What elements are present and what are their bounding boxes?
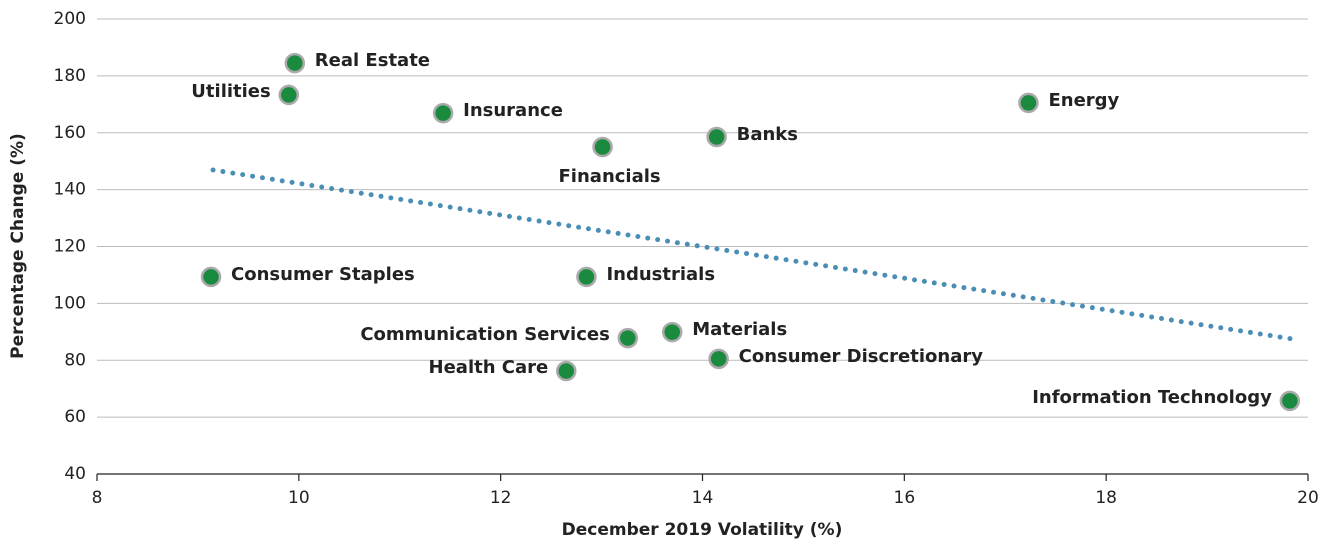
point-label: Utilities: [191, 81, 270, 102]
point-label: Financials: [559, 166, 661, 187]
point-label: Consumer Staples: [231, 264, 415, 285]
point: [200, 266, 222, 288]
x-tick-label: 16: [894, 488, 916, 508]
x-tick-label: 18: [1095, 488, 1117, 508]
point: [432, 102, 454, 124]
y-tick-label: 60: [64, 407, 86, 427]
x-axis-title: December 2019 Volatility (%): [562, 520, 843, 540]
point: [556, 360, 577, 382]
point: [278, 84, 299, 106]
point-label: Industrials: [606, 264, 715, 285]
point: [592, 136, 613, 158]
x-tick-label: 8: [92, 488, 103, 508]
point-label: Insurance: [463, 100, 563, 121]
y-tick-label: 140: [54, 180, 86, 200]
point: [661, 321, 683, 343]
x-tick-label: 20: [1297, 488, 1319, 508]
point: [708, 348, 729, 370]
point: [1279, 390, 1301, 412]
y-tick-label: 100: [54, 293, 86, 313]
point-label: Energy: [1048, 90, 1119, 111]
point: [706, 126, 727, 148]
trendline: [210, 167, 1295, 342]
point-label: Communication Services: [360, 324, 609, 345]
point-label: Consumer Discretionary: [739, 346, 984, 367]
point: [617, 327, 639, 349]
y-tick-label: 120: [54, 237, 86, 257]
y-tick-label: 40: [64, 464, 86, 484]
point-label: Materials: [692, 319, 787, 340]
point-label: Health Care: [429, 357, 549, 378]
y-tick-label: 180: [54, 66, 86, 86]
y-tick-label: 80: [64, 350, 86, 370]
y-axis-title: Percentage Change (%): [8, 133, 28, 359]
point: [576, 266, 597, 288]
point: [1018, 92, 1039, 114]
x-tick-label: 10: [288, 488, 310, 508]
y-tick-label: 160: [54, 123, 86, 143]
y-tick-label: 200: [54, 9, 86, 29]
x-tick-label: 12: [490, 488, 512, 508]
point-label: Banks: [737, 124, 798, 145]
point-label: Information Technology: [1032, 387, 1272, 408]
point: [284, 52, 306, 74]
x-tick-label: 14: [692, 488, 714, 508]
point-label: Real Estate: [315, 50, 430, 71]
